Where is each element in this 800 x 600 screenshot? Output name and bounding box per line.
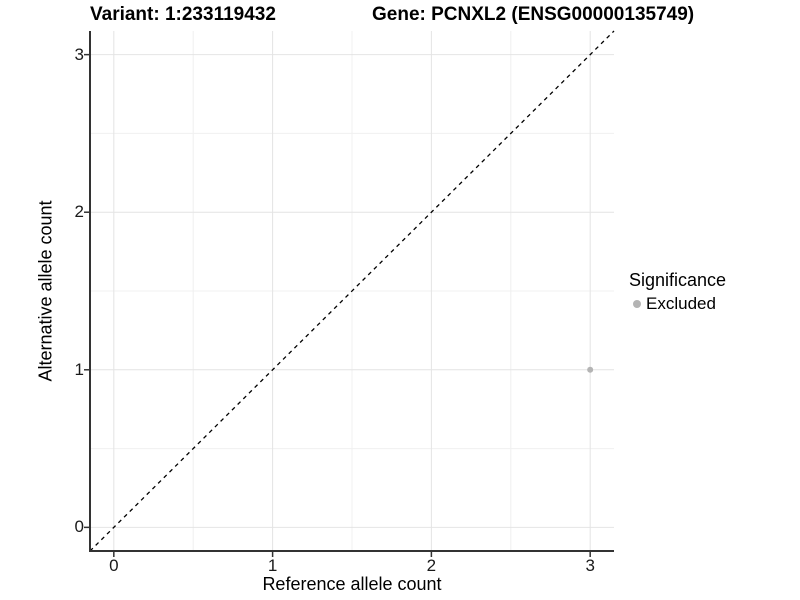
identity-reference-line [89,30,615,552]
y-tick-label: 0 [74,517,84,537]
legend-item-label: Excluded [646,294,716,313]
y-tick-label: 1 [74,359,84,379]
x-axis-title: Reference allele count [262,574,442,594]
excluded-point-icon [633,300,641,308]
legend: Significance Excluded [629,270,726,314]
gene-title: Gene: PCNXL2 (ENSG00000135749) [372,4,695,25]
x-tick-label: 0 [109,556,119,575]
y-tick-label: 2 [74,202,84,222]
y-tick-label: 3 [74,44,84,64]
legend-title: Significance [629,270,727,290]
variant-title: Variant: 1:233119432 [90,4,276,25]
x-tick-label: 3 [585,556,595,575]
y-axis-title: Alternative allele count [35,200,56,382]
x-tick-label: 1 [267,556,278,575]
legend-item-excluded: Excluded [629,294,726,314]
data-point [587,366,594,373]
x-tick-label: 2 [426,556,437,575]
